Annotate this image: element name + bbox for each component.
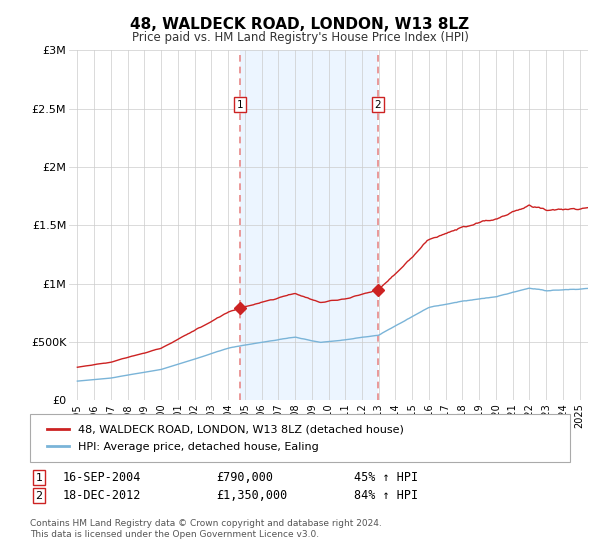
Text: Contains HM Land Registry data © Crown copyright and database right 2024.
This d: Contains HM Land Registry data © Crown c…: [30, 520, 382, 539]
Text: 45% ↑ HPI: 45% ↑ HPI: [354, 471, 418, 484]
Text: 2: 2: [375, 100, 382, 110]
Text: 16-SEP-2004: 16-SEP-2004: [63, 471, 142, 484]
Text: 1: 1: [236, 100, 243, 110]
Text: Price paid vs. HM Land Registry's House Price Index (HPI): Price paid vs. HM Land Registry's House …: [131, 31, 469, 44]
Text: 1: 1: [35, 473, 43, 483]
Legend: 48, WALDECK ROAD, LONDON, W13 8LZ (detached house), HPI: Average price, detached: 48, WALDECK ROAD, LONDON, W13 8LZ (detac…: [41, 419, 409, 457]
Text: 84% ↑ HPI: 84% ↑ HPI: [354, 489, 418, 502]
Text: 2: 2: [35, 491, 43, 501]
Text: £790,000: £790,000: [216, 471, 273, 484]
Text: 48, WALDECK ROAD, LONDON, W13 8LZ: 48, WALDECK ROAD, LONDON, W13 8LZ: [130, 17, 470, 31]
Text: 18-DEC-2012: 18-DEC-2012: [63, 489, 142, 502]
Text: £1,350,000: £1,350,000: [216, 489, 287, 502]
FancyBboxPatch shape: [30, 414, 570, 462]
Bar: [240, 50, 378, 400]
